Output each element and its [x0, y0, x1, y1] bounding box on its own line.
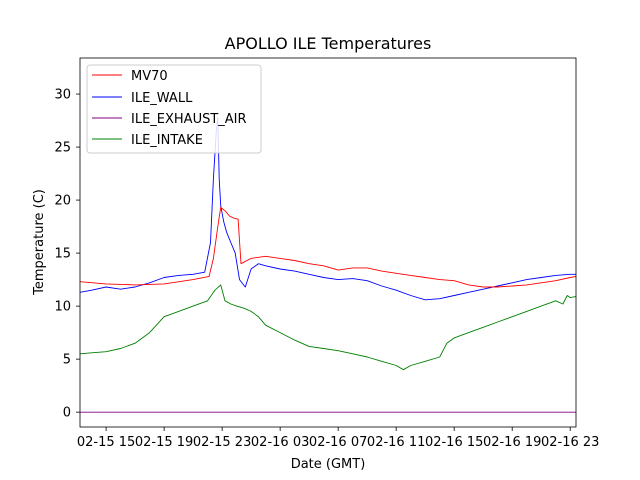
- x-axis-label: Date (GMT): [291, 457, 366, 472]
- y-tick-label: 0: [63, 406, 71, 421]
- series-line-ile-wall: [79, 116, 576, 301]
- y-tick-label: 15: [54, 247, 71, 262]
- series-line-mv70: [79, 207, 577, 288]
- y-tick-label: 10: [54, 300, 71, 315]
- series-line-ile-intake: [79, 284, 577, 371]
- x-tick-label: 02-16 15: [425, 435, 483, 450]
- x-tick-label: 02-15 23: [193, 435, 251, 450]
- y-axis-label: Temperature (C): [32, 189, 47, 296]
- legend-label-mv70: MV70: [131, 69, 168, 84]
- legend-label-ile-exhaust-air: ILE_EXHAUST_AIR: [131, 112, 247, 127]
- legend-box: [86, 64, 262, 154]
- y-tick-label: 25: [54, 141, 71, 156]
- y-axis-ticks: 0 5 10 15 20 25 30: [54, 88, 80, 421]
- y-tick-label: 30: [54, 88, 71, 103]
- x-tick-label: 02-16 11: [367, 435, 425, 450]
- x-tick-label: 02-16 23: [541, 435, 599, 450]
- legend-label-ile-wall: ILE_WALL: [131, 91, 193, 106]
- x-tick-label: 02-16 19: [483, 435, 541, 450]
- x-tick-label: 02-15 19: [135, 435, 193, 450]
- y-tick-label: 20: [54, 194, 71, 209]
- x-tick-label: 02-16 07: [309, 435, 367, 450]
- chart-title: APOLLO ILE Temperatures: [225, 34, 432, 53]
- legend-label-ile-intake: ILE_INTAKE: [131, 133, 203, 148]
- y-tick-label: 5: [63, 353, 71, 368]
- x-tick-label: 02-15 15: [77, 435, 135, 450]
- series-layer: [79, 116, 577, 413]
- x-axis-ticks: 02-15 15 02-15 19 02-15 23 02-16 03 02-16 07…: [77, 427, 599, 450]
- legend: MV70 ILE_WALL ILE_EXHAUST_AIR ILE_INTAKE: [86, 64, 262, 154]
- x-tick-label: 02-16 03: [251, 435, 309, 450]
- plot-frame: [79, 57, 577, 428]
